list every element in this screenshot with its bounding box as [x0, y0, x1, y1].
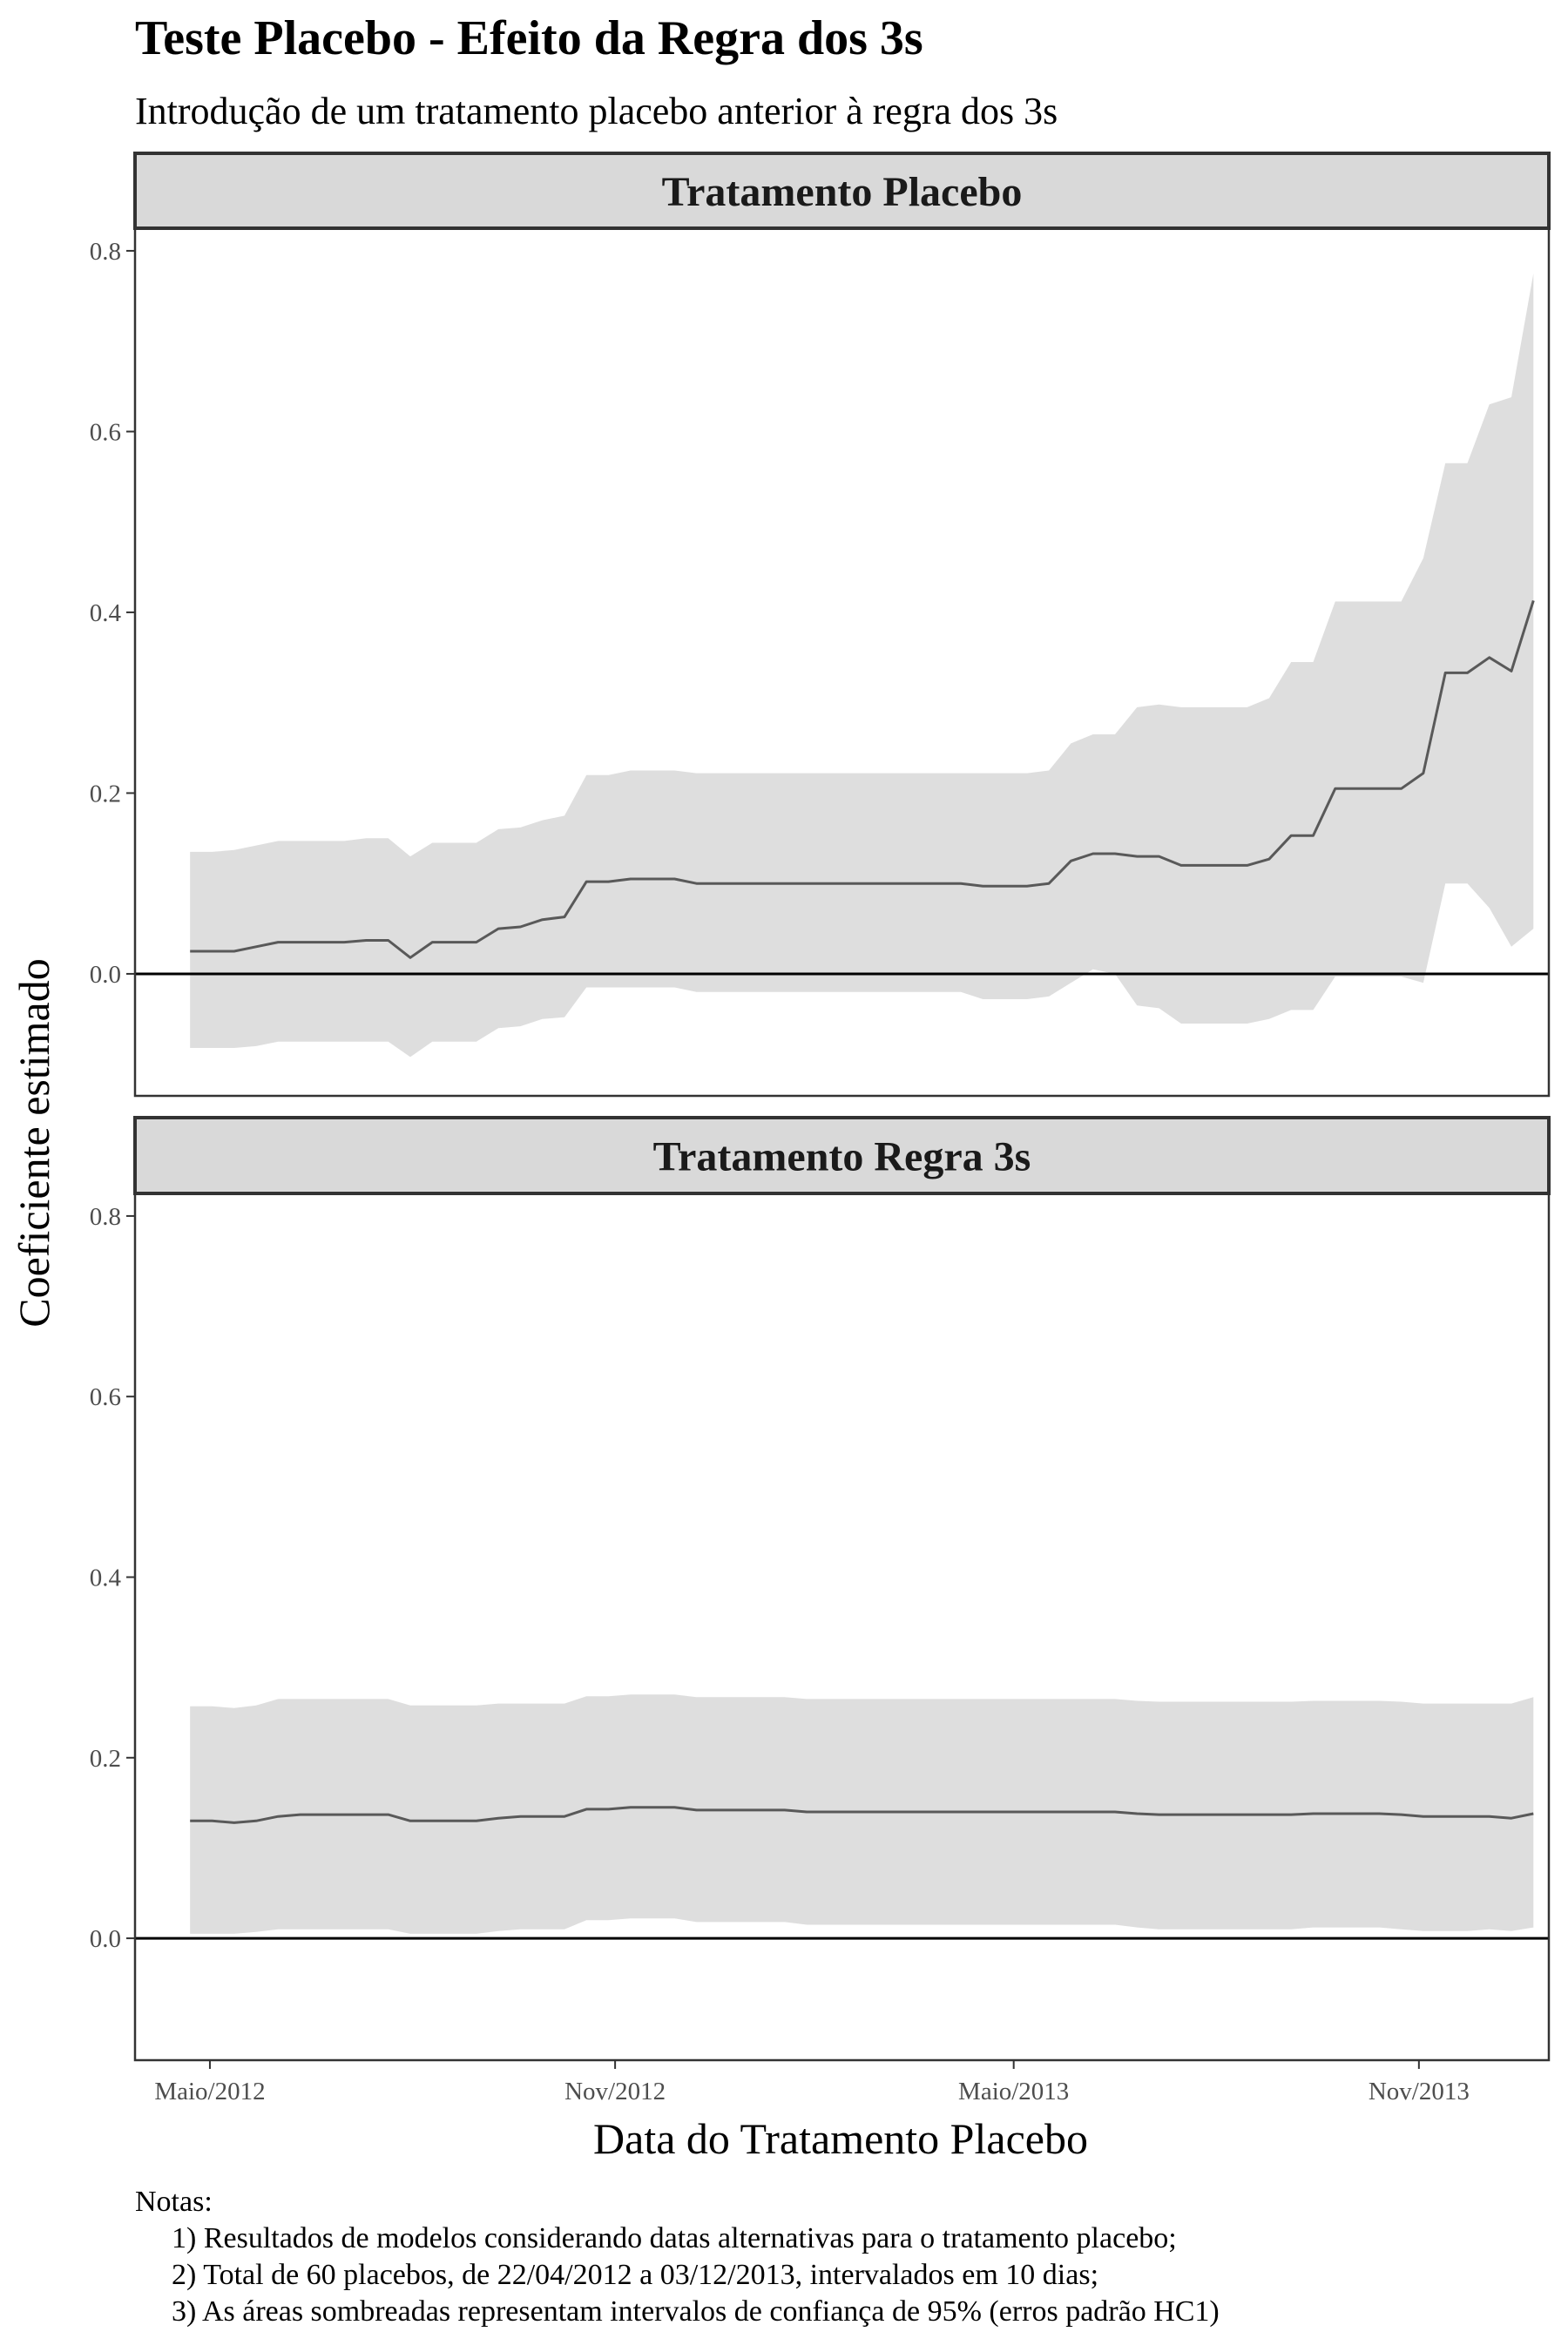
- x-tick-label: Maio/2012: [154, 2078, 265, 2105]
- panel-2: Tratamento Regra 3s 0.0 0.2 0.4 0.6 0.8: [90, 1116, 1551, 2062]
- y-tick-label: 0.0: [90, 1925, 121, 1953]
- panel-strip: [133, 152, 1551, 230]
- panel-strip-label: Tratamento Placebo: [662, 169, 1023, 215]
- chart-title: Teste Placebo - Efeito da Regra dos 3s: [135, 11, 923, 65]
- x-axis: Maio/2012 Nov/2012 Maio/2013 Nov/2013: [154, 2060, 1470, 2105]
- confidence-band: [190, 273, 1534, 1058]
- notes-heading: Notas:: [135, 2186, 213, 2218]
- y-tick-label: 0.4: [90, 599, 122, 627]
- y-axis-title: Coeficiente estimado: [10, 958, 58, 1327]
- facet-panels: Tratamento Placebo0.00.20.40.60.8Tratame…: [90, 152, 1551, 2062]
- panel-strip: [133, 1116, 1551, 1195]
- y-tick-label: 0.6: [90, 418, 121, 446]
- panel-strip-label: Tratamento Regra 3s: [653, 1134, 1031, 1180]
- panel-frame: [133, 226, 1551, 1098]
- y-tick-label: 0.8: [90, 238, 121, 266]
- y-tick-label: 0.8: [90, 1203, 121, 1231]
- note-line-2: 2) Total de 60 placebos, de 22/04/2012 a…: [172, 2259, 1098, 2291]
- y-tick-label: 0.2: [90, 1745, 121, 1773]
- notes-block: Notas: 1) Resultados de modelos consider…: [135, 2186, 1220, 2328]
- estimate-line: [190, 599, 1535, 959]
- x-tick-label: Maio/2013: [958, 2078, 1069, 2105]
- y-tick-label: 0.2: [90, 780, 121, 808]
- confidence-band: [190, 1694, 1534, 1934]
- estimate-line: [190, 1806, 1534, 1824]
- x-axis-title: Data do Tratamento Placebo: [593, 2114, 1088, 2163]
- y-tick-label: 0.6: [90, 1383, 121, 1411]
- chart-subtitle: Introdução de um tratamento placebo ante…: [135, 90, 1058, 132]
- note-line-1: 1) Resultados de modelos considerando da…: [172, 2222, 1177, 2254]
- x-tick-label: Nov/2012: [564, 2078, 666, 2105]
- note-line-3: 3) As áreas sombreadas representam inter…: [172, 2295, 1220, 2328]
- y-tick-label: 0.4: [90, 1564, 122, 1592]
- y-tick-label: 0.0: [90, 961, 121, 989]
- x-tick-label: Nov/2013: [1369, 2078, 1470, 2105]
- panel-1: Tratamento Placebo 0.0 0.2 0.4 0.6 0.8: [90, 152, 1551, 1098]
- panel-frame: [133, 1192, 1551, 2062]
